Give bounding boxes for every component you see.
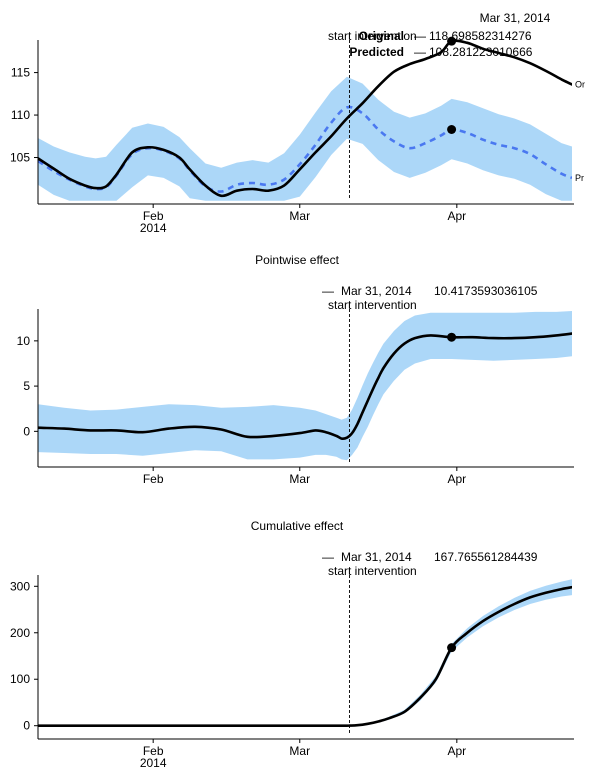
y-tick-label: 5	[23, 379, 30, 393]
legend-dash: —	[414, 29, 426, 43]
x-tick-label: Apr	[447, 209, 466, 223]
series-end-label: Pr	[575, 173, 584, 183]
legend-series-name: Original	[359, 29, 404, 43]
y-tick-label: 100	[10, 672, 30, 686]
x-tick-label: Mar	[289, 472, 310, 486]
x-tick-label: Feb	[143, 472, 164, 486]
legend-value: 167.765561284439	[434, 550, 538, 564]
y-tick-label: 0	[23, 424, 30, 438]
hover-point	[447, 332, 457, 342]
y-tick-label: 200	[10, 626, 30, 640]
y-tick-label: 10	[17, 334, 31, 348]
hover-point	[447, 643, 457, 653]
chart-title: Cumulative effect	[251, 519, 344, 533]
legend-value: 10.4173593036105	[434, 284, 538, 298]
series-line	[38, 332, 572, 441]
chart-panel-2: Pointwise effect 0 5 10 Feb Mar Apr — Mar 31, 20…	[17, 253, 574, 486]
legend-dash: —	[414, 45, 426, 59]
legend-value: 118.698582314276	[429, 29, 532, 43]
intervention-label: start intervention	[328, 298, 417, 312]
confidence-band	[38, 311, 572, 461]
legend-dash: —	[322, 550, 334, 564]
hover-point	[447, 36, 457, 46]
intervention-label: start intervention	[328, 29, 417, 43]
intervention-label: start intervention	[328, 564, 417, 578]
hover-date: Mar 31, 2014	[341, 284, 412, 298]
y-tick-label: 0	[23, 719, 30, 733]
y-tick-label: 105	[10, 151, 30, 165]
x-tick-label: Mar	[289, 209, 310, 223]
hover-date: Mar 31, 2014	[341, 550, 412, 564]
y-tick-label: 300	[10, 579, 30, 593]
x-tick-label: Apr	[447, 744, 466, 758]
series-end-label: Or	[575, 79, 585, 89]
y-tick-label: 115	[11, 66, 30, 80]
series-line-original	[38, 39, 572, 198]
x-tick-label: Apr	[447, 472, 466, 486]
x-tick-label: Feb	[143, 209, 164, 223]
legend-dash: —	[322, 284, 334, 298]
y-tick-label: 110	[11, 108, 30, 122]
x-tick-label: Mar	[289, 744, 310, 758]
confidence-band	[38, 76, 572, 201]
series-line	[38, 585, 572, 728]
confidence-band	[38, 579, 572, 726]
x-tick-sublabel: 2014	[140, 756, 167, 770]
chart-title: Pointwise effect	[255, 253, 339, 267]
hover-date: Mar 31, 2014	[480, 11, 551, 25]
x-tick-sublabel: 2014	[140, 221, 167, 235]
legend-value: 108.281223010666	[429, 45, 533, 59]
x-tick-label: Feb	[143, 744, 164, 758]
legend-series-name: Predicted	[349, 45, 404, 59]
hover-point	[447, 124, 457, 134]
